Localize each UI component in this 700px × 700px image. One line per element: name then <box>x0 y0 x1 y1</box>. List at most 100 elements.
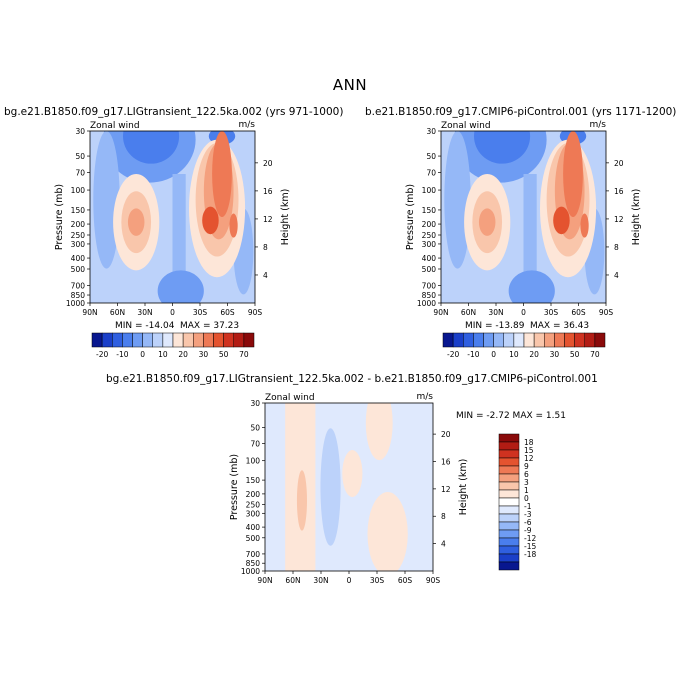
panel2-y2tick-label: 20 <box>614 159 624 168</box>
panel2-xtick-label: 30N <box>488 308 503 317</box>
panel3-ytick-label: 30 <box>250 399 260 408</box>
panel2-ytick-label: 1000 <box>417 299 436 308</box>
panel2-ytick-label: 100 <box>422 186 437 195</box>
panel3-colorbar-cell <box>498 449 520 459</box>
panel2-xtick-label: 60N <box>461 308 476 317</box>
panel1-ytick-label: 70 <box>75 169 85 178</box>
panel1-colorbar-label: 10 <box>158 350 168 359</box>
panel2-title: b.e21.B1850.f09_g17.CMIP6-piControl.001 … <box>365 106 677 118</box>
panel3-y2tick-label: 16 <box>441 457 451 466</box>
panel2-xtick-label: 90N <box>433 308 448 317</box>
panel3-colorbar-cell <box>498 505 520 515</box>
panel1-colorbar-label: 50 <box>219 350 229 359</box>
panel1-ytick-label: 400 <box>71 254 86 263</box>
panel2-colorbar-label: 20 <box>529 350 539 359</box>
panel3-ytick-label: 70 <box>250 440 260 449</box>
panel1-y2tick-label: 16 <box>263 187 273 196</box>
main-title: ANN <box>332 76 368 94</box>
panel1-left-label: Zonal wind <box>90 121 140 131</box>
panel1-xtick-label: 30N <box>137 308 152 317</box>
panel3-colorbar-label: -9 <box>524 526 532 535</box>
panel2-ytick-label: 30 <box>426 127 436 136</box>
panel1-y2tick-label: 12 <box>263 215 273 224</box>
panel2-colorbar-cell <box>463 332 474 348</box>
panel3-colorbar-label: 3 <box>524 478 529 487</box>
panel1-y2label: Height (km) <box>280 189 291 246</box>
panel3-right-label: m/s <box>417 392 434 402</box>
panel1-ytick-label: 700 <box>71 282 86 291</box>
panel1-colorbar-cell <box>223 332 234 348</box>
panel3-colorbar-cell <box>498 433 520 443</box>
panel1-xtick-label: 90S <box>248 308 263 317</box>
panel2-colorbar-cell <box>483 332 494 348</box>
panel3-y2tick-label: 12 <box>441 485 451 494</box>
panel3-colorbar-label: 1 <box>524 486 529 495</box>
panel1-ytick-label: 250 <box>71 231 86 240</box>
panel1-right-label: m/s <box>239 120 256 130</box>
panel2-right-label: m/s <box>590 120 607 130</box>
panel2-colorbar-label: -20 <box>447 350 459 359</box>
panel2-ytick-label: 150 <box>422 206 437 215</box>
panel3-colorbar-cell <box>498 465 520 475</box>
panel1-xtick-label: 60N <box>110 308 125 317</box>
panel2-ytick-label: 500 <box>422 265 437 274</box>
panel2-xtick-label: 60S <box>571 308 586 317</box>
panel1-y2tick-label: 8 <box>263 243 268 252</box>
panel2-left-label: Zonal wind <box>441 121 491 131</box>
panel3-colorbar-cell <box>498 473 520 483</box>
panel2-ytick-label: 250 <box>422 231 437 240</box>
panel1-max: MAX = 37.23 <box>180 321 240 331</box>
panel1-xtick-label: 30S <box>193 308 208 317</box>
panel1-min: MIN = -14.04 <box>115 321 175 331</box>
panel1-colorbar-cell <box>132 332 143 348</box>
panel1-colorbar-cell <box>203 332 214 348</box>
panel1-colorbar-cell <box>193 332 204 348</box>
panel3-colorbar-label: 9 <box>524 462 529 471</box>
panel2-y2tick-label: 16 <box>614 187 624 196</box>
panel1-colorbar-label: 30 <box>199 350 209 359</box>
panel3-y2label: Height (km) <box>458 459 469 516</box>
panel2-colorbar-cell <box>513 332 525 348</box>
panel3-y2tick-label: 8 <box>441 512 446 521</box>
panel1-field <box>89 130 256 304</box>
panel2-colorbar-cell <box>554 332 565 348</box>
panel1-ylabel: Pressure (mb) <box>54 184 65 250</box>
panel3-ytick-label: 700 <box>246 550 261 559</box>
panel3-minmax: MIN = -2.72 MAX = 1.51 <box>456 411 566 421</box>
panel1-ytick-label: 50 <box>75 152 85 161</box>
panel3-colorbar-label: -3 <box>524 510 532 519</box>
panel2-colorbar-cell <box>533 332 545 348</box>
panel2-colorbar-cell <box>544 332 555 348</box>
panel3-colorbar-cell <box>498 537 520 547</box>
panel1-ytick-label: 500 <box>71 265 86 274</box>
panel3-colorbar-label: -12 <box>524 534 536 543</box>
panel2-ylabel: Pressure (mb) <box>405 184 416 250</box>
panel3-ytick-label: 400 <box>246 523 261 532</box>
panel3-colorbar-label: 18 <box>524 438 534 447</box>
panel3-y2tick-label: 20 <box>441 430 451 439</box>
panel3-colorbar-label: -1 <box>524 502 532 511</box>
panel1-y2tick-label: 20 <box>263 159 273 168</box>
panel1-ytick-label: 30 <box>75 127 85 136</box>
panel1-colorbar-cell <box>233 332 245 348</box>
panel2-colorbar-label: 30 <box>550 350 560 359</box>
panel3-colorbar-label: 15 <box>524 446 534 455</box>
panel2-ytick-label: 200 <box>422 220 437 229</box>
panel1-colorbar-cell <box>172 332 184 348</box>
panel3-ytick-label: 200 <box>246 490 261 499</box>
panel1-colorbar-cell <box>122 332 133 348</box>
panel1-colorbar-cell <box>112 332 123 348</box>
panel3-ytick-label: 150 <box>246 476 261 485</box>
panel2-colorbar-cell <box>442 332 454 348</box>
panel2-colorbar-label: 50 <box>570 350 580 359</box>
panel3-colorbar-cell <box>498 481 520 491</box>
panel1-colorbar-cell <box>213 332 224 348</box>
panel1-xtick-label: 60S <box>220 308 235 317</box>
panel3-xtick-label: 90N <box>257 576 272 585</box>
panel3-xtick-label: 60S <box>398 576 413 585</box>
panel1-ytick-label: 300 <box>71 240 86 249</box>
panel2-ytick-label: 50 <box>426 152 436 161</box>
panel2-xtick-label: 90S <box>599 308 614 317</box>
panel1-ytick-label: 100 <box>71 186 86 195</box>
